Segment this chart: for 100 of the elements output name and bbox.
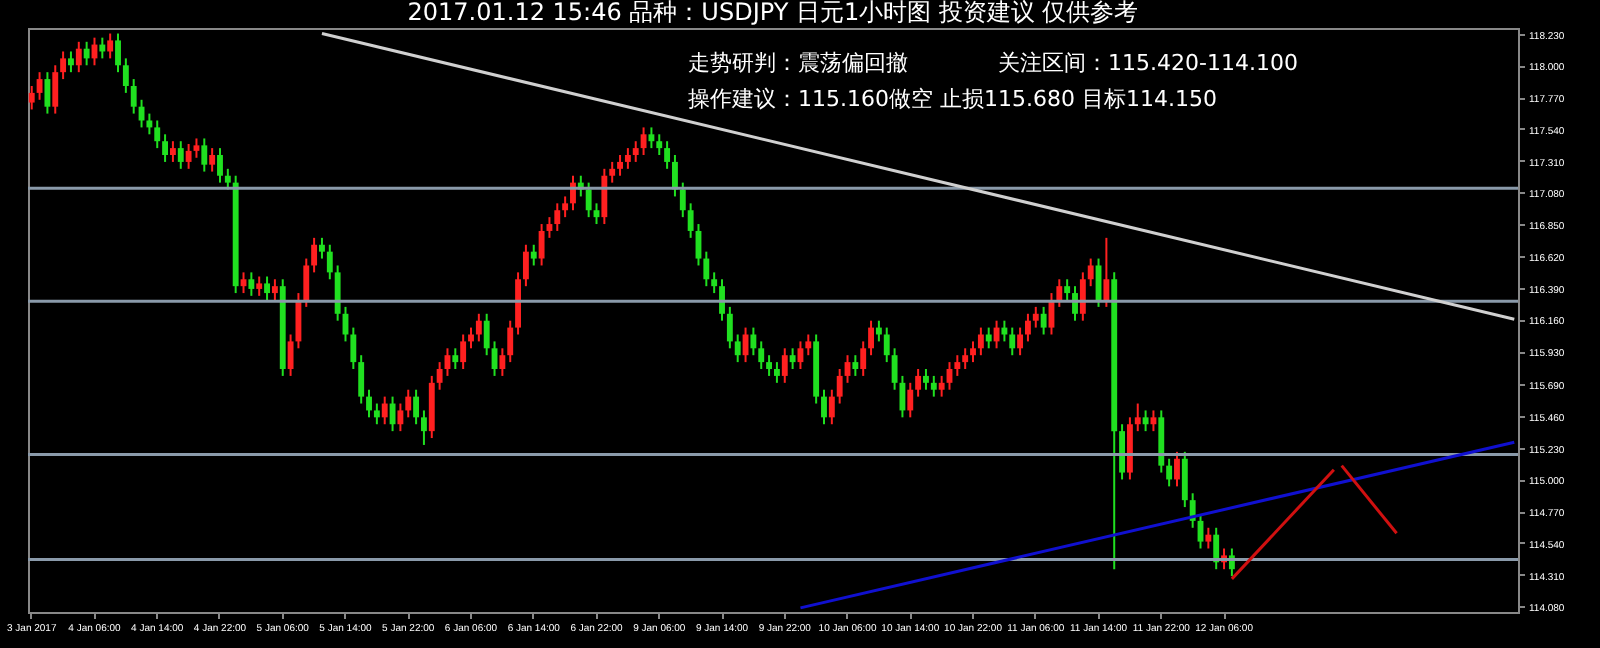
annotation: 走势研判：震荡偏回撤	[688, 50, 908, 76]
candlestick	[624, 147, 631, 170]
candlestick	[358, 354, 365, 405]
candlestick	[1017, 326, 1024, 357]
candlestick	[719, 278, 725, 322]
candlestick	[617, 154, 623, 177]
candlestick	[311, 236, 318, 274]
candlestick	[766, 354, 773, 377]
candlestick	[381, 395, 388, 426]
candlestick	[734, 333, 741, 364]
candlestick	[209, 147, 216, 173]
candlestick	[1032, 305, 1039, 329]
candlestick	[83, 40, 90, 67]
candlestick	[36, 71, 43, 101]
candlestick	[154, 119, 161, 150]
candlestick	[201, 137, 208, 173]
candlestick	[711, 271, 718, 295]
candlestick	[609, 160, 616, 184]
candlestick	[193, 137, 200, 159]
candlestick	[868, 319, 874, 357]
candlestick	[703, 250, 710, 288]
candlestick	[452, 347, 459, 371]
candlestick	[632, 140, 639, 163]
candlestick	[483, 312, 490, 357]
candlestick	[915, 368, 922, 398]
candlestick	[248, 271, 255, 297]
candlestick	[954, 354, 961, 377]
candlestick	[773, 361, 780, 384]
candlestick	[993, 319, 1000, 350]
candlestick	[1009, 326, 1016, 357]
candlestick	[177, 140, 184, 170]
candlestick	[970, 340, 976, 364]
candlestick	[1142, 409, 1149, 433]
candlestick	[1103, 236, 1110, 308]
candlestick	[1205, 526, 1212, 550]
candlestick	[405, 388, 412, 419]
candlestick	[726, 305, 733, 350]
candlestick	[530, 243, 537, 267]
candlestick	[468, 326, 474, 350]
candlestick	[852, 354, 859, 377]
candlestick	[413, 388, 420, 426]
candlestick	[44, 71, 51, 115]
candlestick	[1181, 450, 1188, 509]
candlestick	[366, 388, 372, 419]
candlestick	[130, 78, 137, 115]
candlestick	[664, 140, 671, 170]
candlestick	[562, 195, 569, 219]
candlestick	[507, 319, 514, 364]
candlestick	[319, 236, 325, 260]
candlestick	[679, 181, 686, 219]
candlestick	[789, 347, 796, 371]
candlestick	[522, 243, 529, 288]
candlestick	[122, 57, 129, 94]
candlestick	[640, 126, 647, 157]
candlestick	[397, 402, 404, 433]
candlestick	[930, 374, 937, 398]
candlestick	[923, 368, 929, 391]
candlestick	[883, 326, 890, 364]
candlestick	[758, 340, 765, 371]
candlestick	[648, 126, 655, 150]
candlestick	[805, 333, 812, 357]
candlestick	[860, 340, 867, 377]
candlestick	[1087, 257, 1094, 288]
candlestick	[1079, 271, 1086, 322]
candlestick	[115, 32, 121, 74]
candlestick	[828, 388, 835, 426]
candlestick	[1166, 457, 1173, 488]
candlestick	[1040, 305, 1047, 336]
candlestick	[475, 312, 482, 343]
candlestick	[460, 333, 467, 371]
candlestick	[60, 50, 67, 81]
candlestick	[217, 147, 223, 184]
candlestick	[256, 275, 263, 297]
candlestick	[169, 140, 176, 163]
candlestick	[1056, 278, 1063, 308]
candlestick	[373, 402, 380, 426]
candlestick	[836, 368, 843, 405]
candlestick	[271, 278, 278, 301]
candlestick	[224, 167, 231, 191]
candlestick	[303, 257, 310, 308]
candlestick	[28, 84, 35, 111]
candlestick	[907, 381, 914, 419]
candlestick	[585, 181, 592, 219]
candlestick	[1119, 423, 1126, 481]
candlestick	[350, 326, 357, 371]
candlestick	[750, 326, 757, 357]
candlestick	[162, 133, 169, 163]
candlestick	[977, 326, 984, 357]
chart-title: 2017.01.12 15:46 品种：USDJPY 日元1小时图 投资建议 仅供参考	[407, 0, 1139, 26]
annotation: 关注区间：115.420-114.100	[998, 50, 1298, 76]
candlestick	[52, 64, 59, 115]
candlestick	[1174, 450, 1180, 488]
candlestick	[326, 243, 333, 281]
candlestick	[264, 275, 270, 301]
candlestick	[554, 202, 561, 232]
candlestick	[672, 154, 678, 198]
candlestick	[420, 409, 427, 446]
candlestick	[962, 347, 969, 371]
candlestick	[1134, 402, 1141, 433]
candlestick	[499, 347, 506, 377]
